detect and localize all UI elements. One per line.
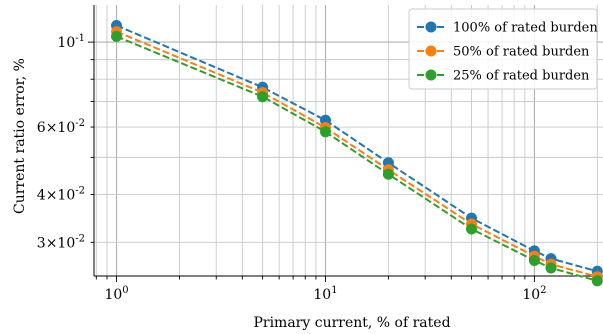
data-point-25 [382,168,394,180]
x-tick-label: 100 [104,285,128,303]
data-point-25 [466,223,477,235]
y-tick-label: 6×10-2 [37,118,85,136]
y-axis-label: Current ratio error, % [12,58,28,214]
data-point-25 [257,91,269,103]
plot-area [111,20,603,287]
legend-marker-50 [425,45,437,57]
legend-box [408,8,598,90]
legend-label-25: 25% of rated burden [453,69,590,84]
data-point-25 [111,30,122,42]
x-axis-label: Primary current, % of rated [253,315,450,331]
legend-marker-100 [425,21,437,33]
data-point-25 [591,275,603,287]
axes: 100 101 102 10-1 6×10-2 4×10-2 3×10-2 [37,5,603,303]
y-tick-label: 10-1 [57,33,85,51]
legend-label-100: 100% of rated burden [453,21,598,36]
data-point-25 [545,262,557,274]
legend: 100% of rated burden 50% of rated burden 2… [408,8,598,90]
legend-label-50: 50% of rated burden [453,45,590,60]
legend-marker-25 [425,69,437,81]
y-tick-label: 3×10-2 [37,233,85,251]
x-tick-label: 102 [522,285,546,303]
y-tick-label: 4×10-2 [37,185,85,203]
data-point-25 [528,255,540,266]
data-point-25 [320,126,331,138]
x-tick-label: 101 [313,285,337,303]
